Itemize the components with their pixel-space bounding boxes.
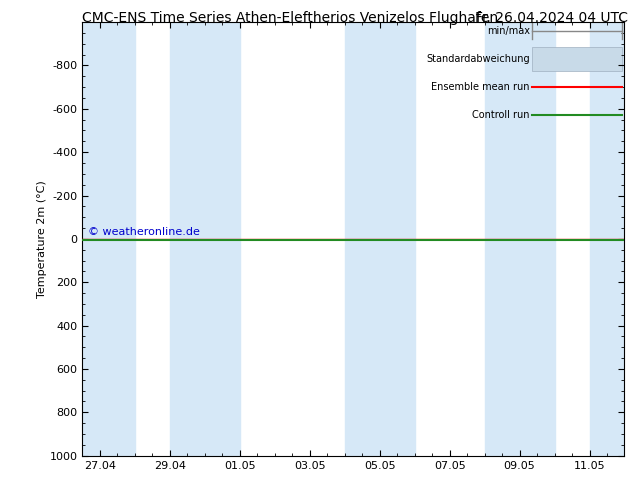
FancyBboxPatch shape xyxy=(533,47,622,71)
Text: min/max: min/max xyxy=(487,25,529,36)
Bar xyxy=(590,22,624,456)
Bar xyxy=(82,22,135,456)
Text: Standardabweichung: Standardabweichung xyxy=(426,54,529,64)
Text: Fr. 26.04.2024 04 UTC: Fr. 26.04.2024 04 UTC xyxy=(475,11,628,25)
Text: © weatheronline.de: © weatheronline.de xyxy=(88,227,200,237)
Text: Controll run: Controll run xyxy=(472,110,529,120)
Bar xyxy=(484,22,555,456)
Text: Ensemble mean run: Ensemble mean run xyxy=(431,82,529,92)
Bar xyxy=(170,22,240,456)
Text: CMC-ENS Time Series Athen-Eleftherios Venizelos Flughafen: CMC-ENS Time Series Athen-Eleftherios Ve… xyxy=(82,11,498,25)
Bar xyxy=(345,22,415,456)
Y-axis label: Temperature 2m (°C): Temperature 2m (°C) xyxy=(37,180,47,298)
